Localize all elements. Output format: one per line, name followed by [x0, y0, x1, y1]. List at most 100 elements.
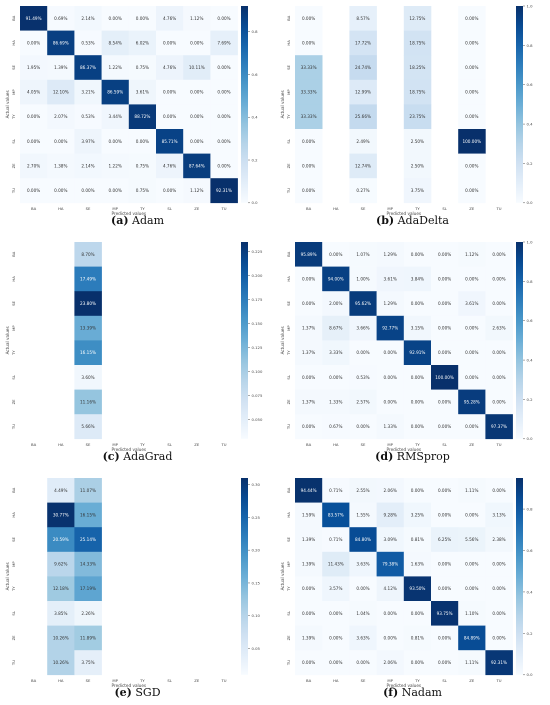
heatmap-cell — [431, 625, 459, 651]
heatmap-cell — [20, 55, 48, 81]
cell-value-label: 0.00% — [465, 375, 478, 380]
heatmap-cell — [74, 242, 102, 267]
cell-value-label: 0.00% — [492, 488, 505, 493]
cell-value-label: 0.00% — [411, 375, 424, 380]
y-axis-label: Actual values — [5, 326, 10, 354]
cell-value-label: 0.27% — [356, 188, 369, 193]
x-tick-label: SL — [442, 206, 447, 211]
cell-value-label: 2.50% — [411, 139, 424, 144]
heatmap-cell — [101, 153, 130, 179]
cell-value-label: 0.00% — [438, 350, 451, 355]
cell-value-label: 0.00% — [492, 562, 505, 567]
heatmap-cell — [431, 601, 459, 626]
colorbar — [516, 478, 523, 675]
cell-value-label: 3.75% — [81, 660, 94, 665]
cell-value-label: 1.37% — [302, 326, 315, 331]
y-tick-label: BA — [11, 15, 16, 21]
cell-value-label: 0.00% — [54, 139, 67, 144]
heatmap-cell — [485, 242, 513, 267]
cell-value-label: 0.00% — [302, 586, 315, 591]
colorbar-tick-label: 0.225 — [252, 249, 263, 254]
cell-value-label: 2.70% — [27, 163, 40, 168]
heatmap-cell — [20, 129, 48, 154]
heatmap-cell — [458, 30, 486, 56]
heatmap-cell — [295, 389, 323, 415]
heatmap-cell — [295, 104, 323, 130]
heatmap-cell — [403, 79, 432, 105]
colorbar-tick-label: 0.0 — [527, 672, 534, 677]
heatmap-cell — [74, 389, 102, 415]
x-tick-label: TU — [220, 206, 226, 211]
cell-value-label: 93.50% — [409, 586, 425, 591]
cell-value-label: 0.00% — [109, 139, 122, 144]
cell-value-label: 0.00% — [411, 301, 424, 306]
x-tick-label: BA — [306, 678, 312, 683]
heatmap-cell — [349, 291, 377, 317]
x-tick-label: HA — [58, 678, 64, 683]
heatmap-cell — [485, 502, 513, 528]
heatmap-cell — [431, 389, 459, 415]
cell-value-label: 0.00% — [438, 586, 451, 591]
cell-value-label: 0.00% — [329, 611, 342, 616]
x-tick-label: MP — [112, 442, 118, 447]
heatmap-cell — [349, 340, 377, 366]
heatmap-cell — [322, 389, 350, 415]
x-tick-label: MP — [112, 678, 118, 683]
heatmap-cells: 0.00% 8.57% 12.75% 0.00% 0.00% 17.72% 18.75% 0.… — [295, 6, 486, 204]
colorbar-tick-label: 0.2 — [527, 161, 534, 166]
heatmap-cell — [485, 315, 513, 341]
cell-value-label: 0.00% — [329, 375, 342, 380]
cell-value-label: 0.00% — [81, 188, 94, 193]
cell-value-label: 0.00% — [384, 399, 397, 404]
heatmap-cell — [74, 104, 102, 130]
cell-value-label: 11.43% — [328, 562, 344, 567]
y-tick-label: SL — [11, 610, 16, 615]
heatmap-cell — [458, 79, 486, 105]
heatmap-cell — [47, 55, 75, 81]
heatmap-cell — [47, 6, 75, 31]
heatmap-cell — [349, 527, 377, 553]
heatmap-cell — [376, 315, 405, 341]
cell-value-label: 2.14% — [81, 163, 94, 168]
colorbar-tick-label: 0.200 — [252, 273, 263, 278]
x-tick-label: SE — [361, 442, 366, 447]
heatmap-cell — [47, 625, 75, 651]
heatmap-cell — [403, 55, 432, 81]
x-tick-label: MP — [387, 678, 393, 683]
heatmap-cell — [458, 625, 486, 651]
heatmap-cell — [485, 365, 513, 390]
colorbar-tick-label: 0.4 — [527, 121, 534, 126]
colorbar-tick-label: 0.075 — [252, 393, 263, 398]
colorbar — [241, 242, 248, 439]
heatmap-cell — [20, 153, 48, 179]
heatmap-cell — [322, 625, 350, 651]
colorbar-tick-label: 0.8 — [252, 29, 259, 34]
heatmap-cell — [20, 79, 48, 105]
x-tick-label: ZE — [194, 442, 200, 447]
cell-value-label: 0.00% — [411, 399, 424, 404]
heatmap-cell — [458, 601, 486, 626]
heatmap-cell — [403, 315, 432, 341]
colorbar-tick-label: 1.0 — [527, 239, 534, 244]
cell-value-label: 2.55% — [356, 488, 369, 493]
cell-value-label: 87.64% — [189, 163, 205, 168]
caption-adagrad: (c) AdaGrad — [0, 450, 275, 463]
cell-value-label: 3.61% — [136, 90, 149, 95]
heatmap-cell — [485, 625, 513, 651]
heatmap-cell — [458, 551, 486, 577]
heatmap-cell — [210, 104, 238, 130]
heatmap-cell — [210, 153, 238, 179]
cell-value-label: 0.71% — [329, 488, 342, 493]
x-tick-label: TU — [220, 678, 226, 683]
x-tick-label: TY — [414, 206, 420, 211]
cell-value-label: 93.75% — [437, 611, 453, 616]
cell-value-label: 0.00% — [136, 16, 149, 21]
heatmap-cell — [156, 129, 184, 154]
heatmap-cell — [458, 340, 486, 366]
heatmap-cell — [376, 527, 405, 553]
colorbar-tick-label: 0.050 — [252, 417, 263, 422]
heatmap-cell — [74, 266, 102, 292]
y-tick-label: MP — [286, 561, 291, 567]
cell-value-label: 1.00% — [356, 276, 369, 281]
heatmap-cell — [74, 30, 102, 56]
